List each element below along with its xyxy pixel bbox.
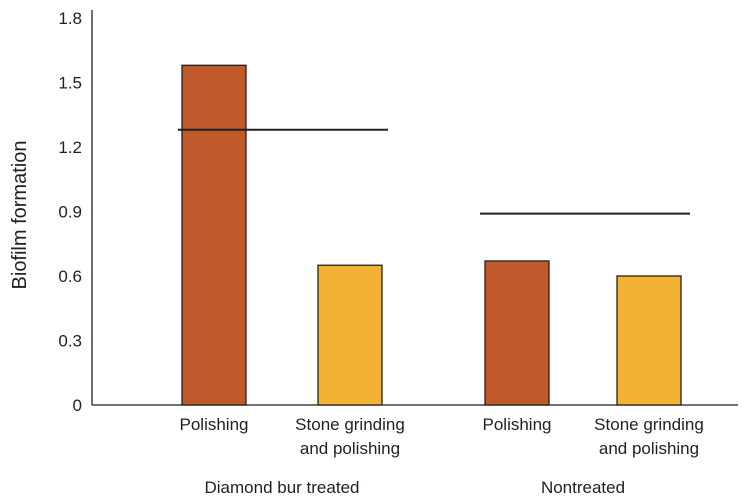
y-tick-label: 0.9 [58, 203, 82, 222]
bar [181, 64, 247, 406]
y-tick-label: 0.3 [58, 332, 82, 351]
y-tick-label: 1.8 [58, 9, 82, 28]
y-tick-label: 0.6 [58, 267, 82, 286]
bar [317, 264, 383, 406]
category-label: and polishing [599, 439, 699, 458]
y-tick-label: 1.5 [58, 74, 82, 93]
category-label: Polishing [483, 415, 552, 434]
category-labels: Polishing Stone grinding and polishing Poli… [180, 415, 704, 458]
y-tick-label: 0 [73, 396, 82, 415]
group-label: Nontreated [541, 478, 625, 497]
category-label: Polishing [180, 415, 249, 434]
y-tick-label: 1.2 [58, 138, 82, 157]
reference-lines [178, 128, 690, 215]
bars [181, 64, 682, 406]
y-ticks: 0 0.3 0.6 0.9 1.2 1.5 1.8 [58, 9, 82, 415]
y-axis-title: Biofilm formation [9, 141, 31, 290]
category-label: and polishing [300, 439, 400, 458]
category-label: Stone grinding [295, 415, 405, 434]
group-labels: Diamond bur treated Nontreated [205, 478, 626, 497]
group-label: Diamond bur treated [205, 478, 360, 497]
bar [616, 275, 682, 406]
category-label: Stone grinding [594, 415, 704, 434]
bar [484, 260, 550, 406]
